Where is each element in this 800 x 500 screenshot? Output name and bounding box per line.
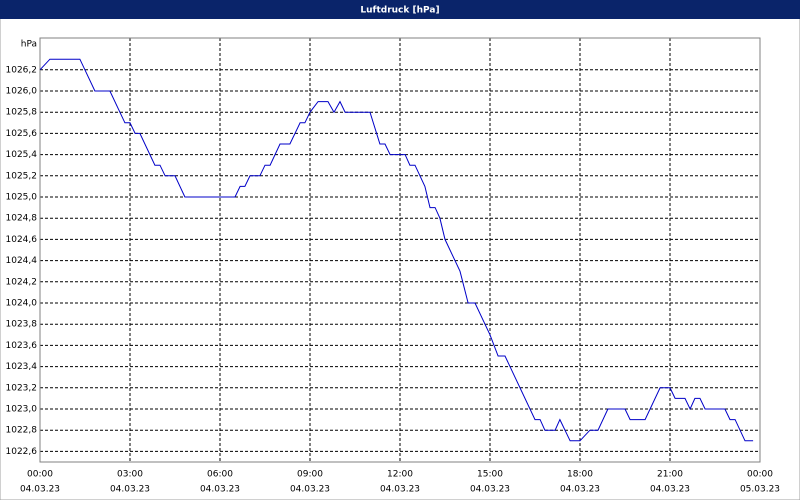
chart-title: Luftdruck [hPa] [360, 6, 439, 16]
y-tick-label: 1025,6 [6, 129, 38, 139]
data-line [39, 58, 754, 442]
y-tick-label: 1024,8 [6, 214, 38, 224]
x-tick-label: 15:00 [477, 470, 503, 480]
y-tick-label: 1026,0 [6, 87, 38, 97]
x-tick-label: 00:00 [747, 470, 773, 480]
y-tick-label: 1023,4 [6, 362, 38, 372]
x-tick-date: 04.03.23 [560, 485, 600, 495]
title-bar [0, 0, 800, 19]
y-tick-label: 1025,0 [6, 193, 38, 203]
x-tick-date: 04.03.23 [110, 485, 150, 495]
y-tick-label: 1022,6 [6, 447, 38, 457]
x-tick-date: 04.03.23 [650, 485, 690, 495]
y-tick-label: 1023,6 [6, 341, 38, 351]
x-tick-date: 04.03.23 [20, 485, 60, 495]
y-tick-label: 1025,2 [6, 171, 38, 181]
y-tick-label: 1026,2 [6, 65, 38, 75]
y-tick-label: 1023,2 [6, 383, 38, 393]
y-tick-label: 1022,8 [6, 426, 38, 436]
y-tick-label: 1024,0 [6, 299, 38, 309]
y-tick-label: 1025,8 [6, 108, 38, 118]
y-tick-label: 1024,6 [6, 235, 38, 245]
x-tick-label: 03:00 [117, 470, 143, 480]
x-tick-label: 09:00 [297, 470, 323, 480]
x-tick-label: 06:00 [207, 470, 233, 480]
x-tick-date: 05.03.23 [740, 485, 780, 495]
x-tick-date: 04.03.23 [290, 485, 330, 495]
y-tick-label: 1023,0 [6, 405, 38, 415]
y-tick-label: 1025,4 [6, 150, 38, 160]
plot-frame [39, 37, 761, 463]
x-tick-date: 04.03.23 [380, 485, 420, 495]
y-tick-label: 1023,8 [6, 320, 38, 330]
x-tick-date: 04.03.23 [470, 485, 510, 495]
x-tick-date: 04.03.23 [200, 485, 240, 495]
x-tick-label: 18:00 [567, 470, 593, 480]
y-axis-label: hPa [21, 40, 37, 50]
x-tick-label: 12:00 [387, 470, 413, 480]
x-tick-label: 00:00 [27, 470, 53, 480]
y-tick-label: 1024,2 [6, 277, 38, 287]
x-tick-label: 21:00 [657, 470, 683, 480]
y-tick-label: 1024,4 [6, 256, 38, 266]
